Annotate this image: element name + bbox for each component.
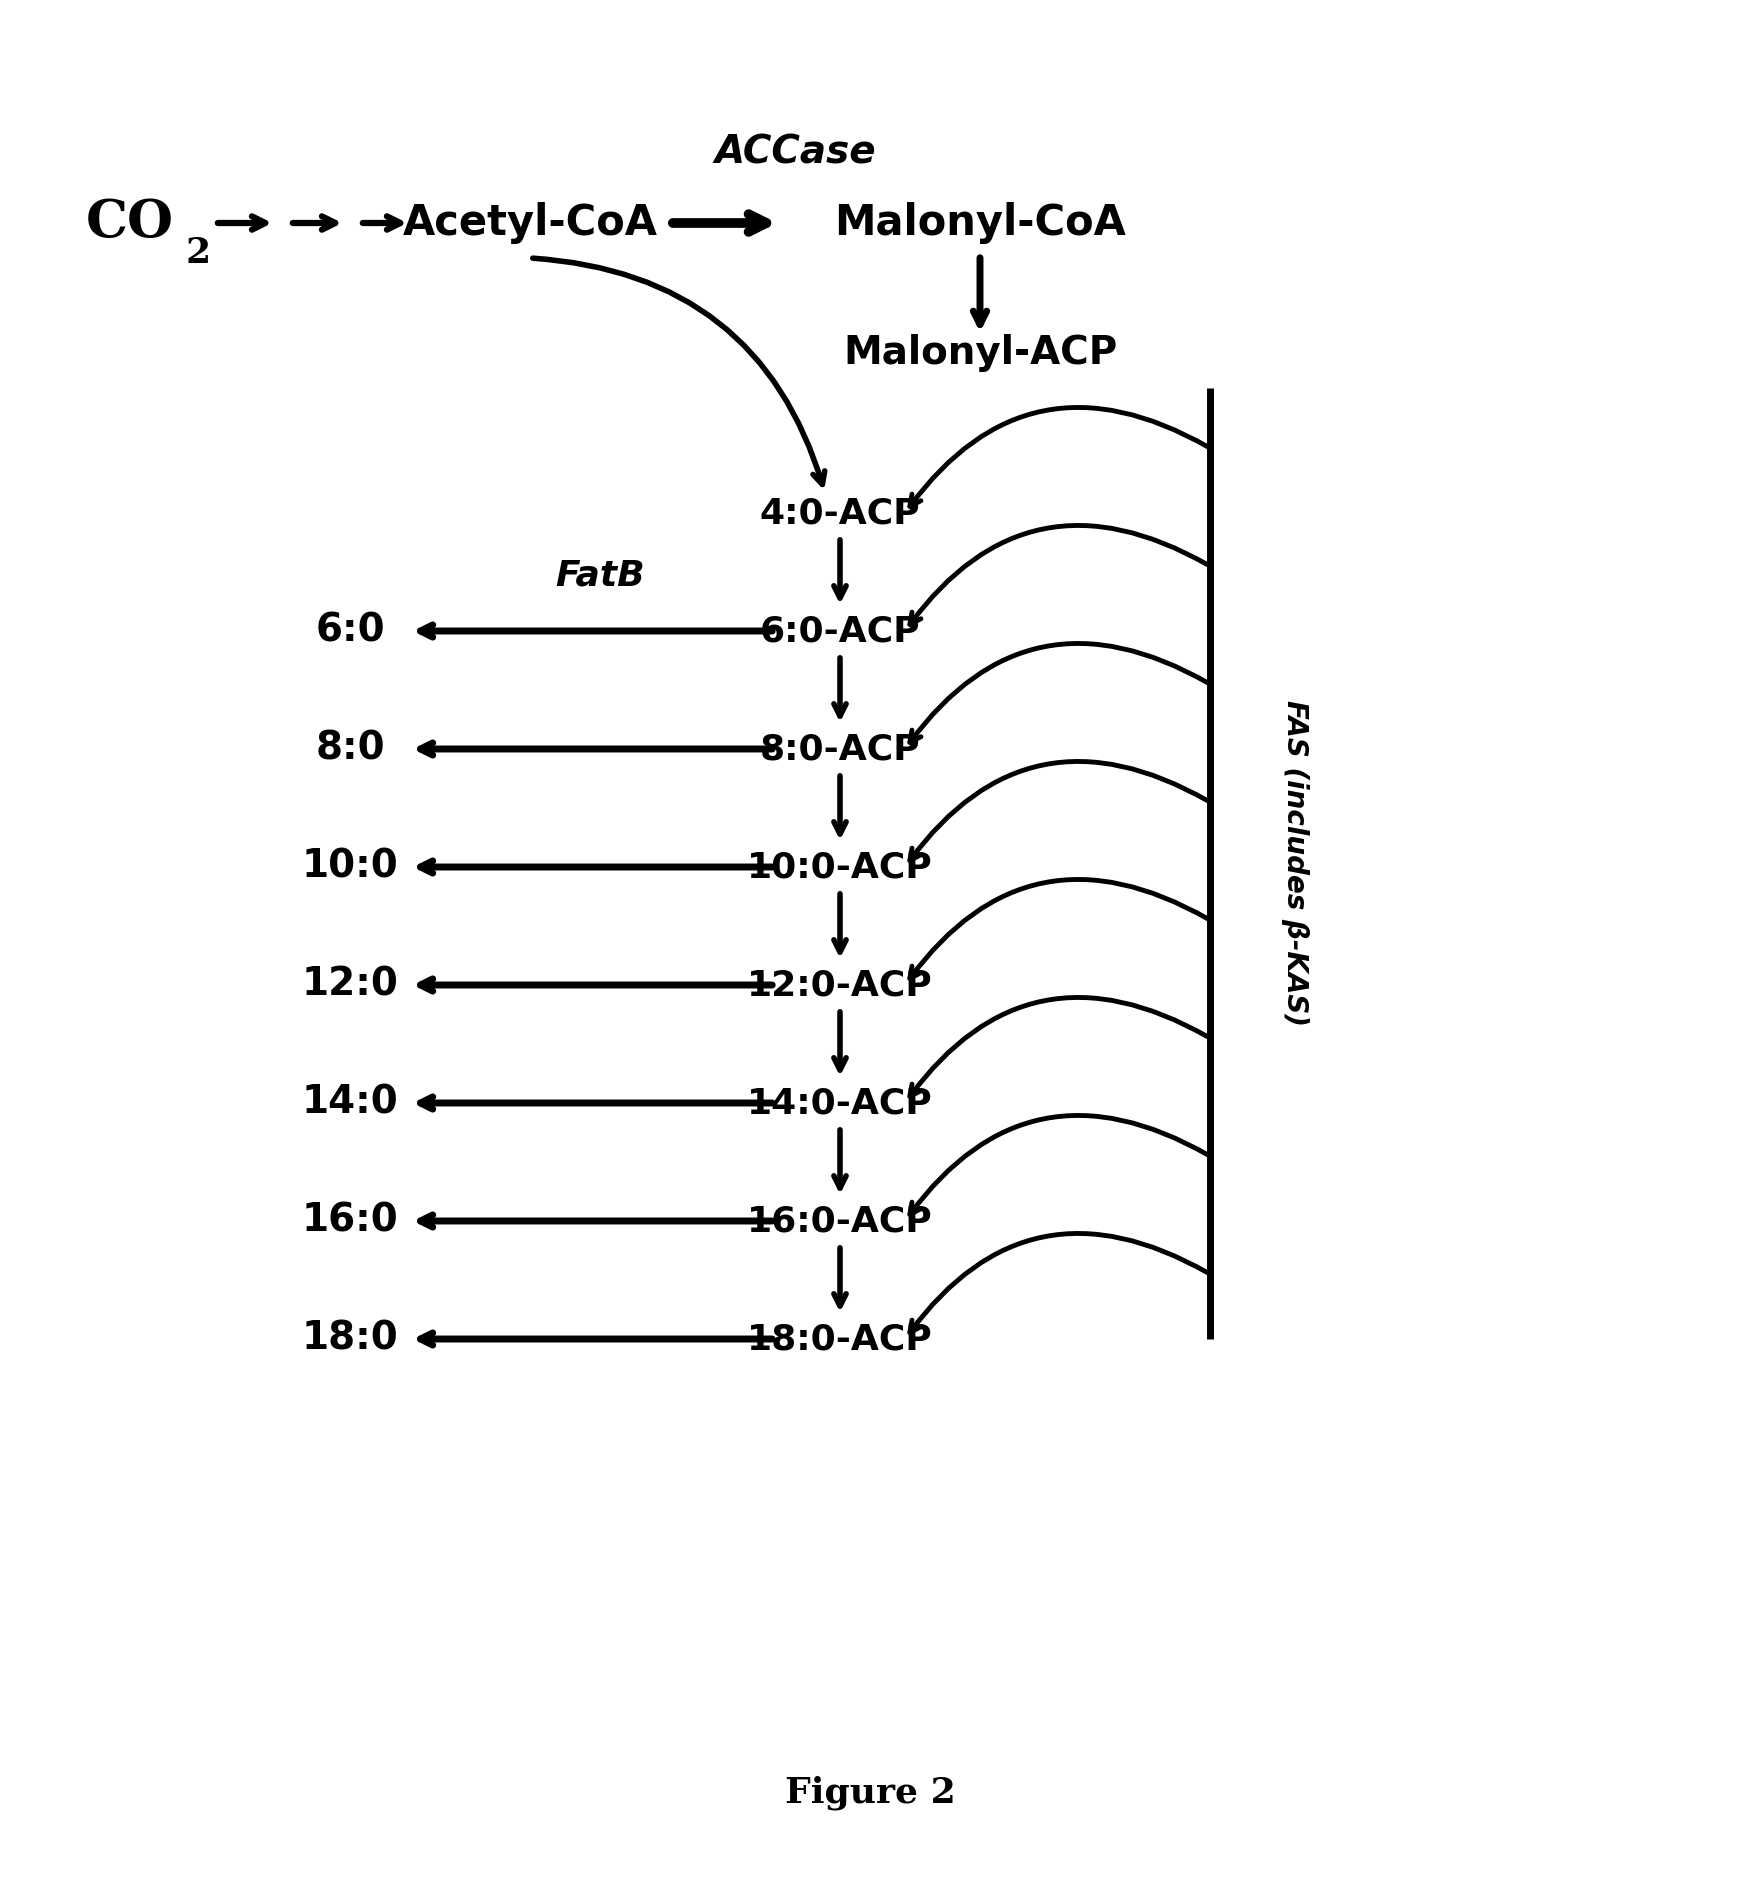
Text: FatB: FatB bbox=[556, 559, 645, 594]
Text: ACCase: ACCase bbox=[715, 133, 875, 171]
Text: Acetyl-CoA: Acetyl-CoA bbox=[403, 202, 657, 244]
Text: 16:0: 16:0 bbox=[302, 1203, 399, 1241]
Text: Malonyl-CoA: Malonyl-CoA bbox=[835, 202, 1126, 244]
Text: 12:0: 12:0 bbox=[302, 967, 399, 1005]
Text: 18:0: 18:0 bbox=[302, 1321, 399, 1359]
Text: 6:0-ACP: 6:0-ACP bbox=[760, 615, 920, 649]
Text: 4:0-ACP: 4:0-ACP bbox=[760, 497, 920, 531]
Text: Figure 2: Figure 2 bbox=[784, 1775, 955, 1810]
Text: FAS (includes β-KAS): FAS (includes β-KAS) bbox=[1281, 700, 1309, 1026]
Text: 16:0-ACP: 16:0-ACP bbox=[748, 1205, 933, 1239]
Text: 8:0: 8:0 bbox=[315, 731, 385, 769]
Text: CO: CO bbox=[85, 198, 174, 249]
Text: 12:0-ACP: 12:0-ACP bbox=[748, 969, 933, 1003]
Text: 6:0: 6:0 bbox=[315, 613, 385, 651]
Text: Malonyl-ACP: Malonyl-ACP bbox=[844, 335, 1117, 371]
Text: 14:0-ACP: 14:0-ACP bbox=[748, 1087, 933, 1121]
Text: 10:0-ACP: 10:0-ACP bbox=[748, 851, 933, 885]
Text: 14:0: 14:0 bbox=[302, 1085, 399, 1123]
Text: 2: 2 bbox=[185, 236, 211, 270]
Text: 8:0-ACP: 8:0-ACP bbox=[760, 733, 920, 767]
Text: 10:0: 10:0 bbox=[302, 849, 399, 887]
Text: 18:0-ACP: 18:0-ACP bbox=[748, 1323, 933, 1357]
